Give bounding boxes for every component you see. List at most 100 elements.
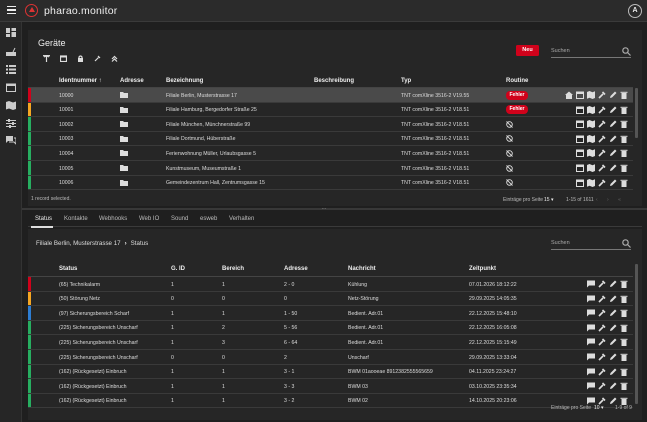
- tab-web-io[interactable]: Web IO: [139, 216, 160, 222]
- drag-handle-icon[interactable]: ···: [321, 206, 327, 212]
- edit-icon[interactable]: [609, 106, 617, 114]
- devices-col-header-2[interactable]: Bezeichnung: [166, 78, 204, 84]
- device-row[interactable]: 10001 Filiale Hamburg, Bergedorfer Straße…: [28, 102, 633, 118]
- wrench-icon[interactable]: [598, 309, 606, 317]
- status-row[interactable]: (162) (Rückgesetzt) Einbruch 1 1 3 - 3 BWM 0…: [28, 379, 633, 394]
- wrench-icon[interactable]: [598, 338, 606, 346]
- edit-icon[interactable]: [609, 149, 617, 157]
- comment-icon[interactable]: [587, 397, 595, 405]
- status-row[interactable]: (162) (Rückgesetzt) Einbruch 1 1 3 - 2 BWM 0…: [28, 393, 633, 409]
- edit-icon[interactable]: [609, 120, 617, 128]
- device-row[interactable]: 10000 Filiale Berlin, Musterstrasse 17 TNT…: [28, 88, 633, 103]
- wrench-icon[interactable]: [598, 295, 606, 303]
- status-col-header-2[interactable]: Bereich: [222, 266, 245, 272]
- delete-icon[interactable]: [620, 295, 628, 303]
- wrench-icon[interactable]: [598, 353, 606, 361]
- user-avatar[interactable]: A: [628, 4, 642, 18]
- delete-icon[interactable]: [620, 149, 628, 158]
- edit-icon[interactable]: [609, 164, 617, 172]
- router-icon[interactable]: [6, 47, 16, 56]
- delete-icon[interactable]: [620, 91, 628, 99]
- map-icon[interactable]: [587, 105, 595, 114]
- map-icon[interactable]: [587, 120, 595, 129]
- lock-icon[interactable]: [72, 52, 89, 64]
- edit-icon[interactable]: [609, 397, 617, 405]
- map-icon[interactable]: [587, 164, 595, 172]
- devices-col-header-4[interactable]: Typ: [401, 78, 412, 84]
- status-row[interactable]: (65) Technikalarm 1 1 2 - 0 Kühlung 07.01.202…: [28, 277, 633, 292]
- calendar-icon[interactable]: [576, 106, 584, 114]
- device-row[interactable]: 10006 Gemeindezentrum Hall, Zentrumsgasse…: [28, 175, 633, 191]
- map-icon[interactable]: [6, 101, 16, 110]
- wrench-icon[interactable]: [598, 382, 606, 390]
- wrench-icon[interactable]: [598, 324, 606, 332]
- status-row[interactable]: (225) Sicherungsbereich Unscharf 0 0 2 Unsch…: [28, 350, 633, 365]
- calendar-icon[interactable]: [576, 164, 584, 172]
- status-row[interactable]: (50) Störung Netz 0 0 0 Netz-Störung 29.09.20…: [28, 291, 633, 307]
- delete-icon[interactable]: [620, 397, 628, 405]
- edit-icon[interactable]: [609, 135, 617, 143]
- calendar-icon[interactable]: [576, 135, 584, 143]
- list-icon[interactable]: [6, 65, 16, 74]
- folder-icon[interactable]: [120, 165, 128, 171]
- calendar-icon[interactable]: [576, 120, 584, 129]
- sliders-icon[interactable]: [6, 119, 16, 128]
- edit-icon[interactable]: [609, 280, 617, 288]
- edit-icon[interactable]: [609, 179, 617, 187]
- status-row[interactable]: (97) Sicherungsbereich Scharf 1 1 1 - 50 Bed…: [28, 306, 633, 321]
- status-col-header-4[interactable]: Nachricht: [348, 266, 376, 272]
- breadcrumb-device[interactable]: Filiale Berlin, Musterstrasse 17: [36, 240, 121, 247]
- wrench-icon[interactable]: [598, 120, 606, 128]
- comment-icon[interactable]: [587, 368, 595, 376]
- status-row[interactable]: (162) (Rückgesetzt) Einbruch 1 1 3 - 1 BWM 0…: [28, 364, 633, 380]
- devices-pagination[interactable]: ‹ › «: [596, 197, 625, 203]
- folder-icon[interactable]: [120, 92, 128, 98]
- dashboard-icon[interactable]: [6, 28, 16, 37]
- edit-icon[interactable]: [609, 353, 617, 361]
- wrench-icon[interactable]: [598, 179, 606, 187]
- wrench-icon[interactable]: [89, 52, 106, 64]
- devices-scrollbar[interactable]: [635, 88, 638, 138]
- status-per-page-select[interactable]: 10 ▾: [594, 405, 604, 411]
- delete-icon[interactable]: [620, 280, 628, 288]
- delete-icon[interactable]: [620, 382, 628, 391]
- status-col-header-1[interactable]: G. ID: [171, 266, 186, 272]
- comment-icon[interactable]: [587, 382, 595, 390]
- comment-icon[interactable]: [587, 295, 595, 303]
- status-search-input[interactable]: Suchen: [551, 238, 631, 250]
- folder-icon[interactable]: [120, 121, 128, 128]
- search-icon[interactable]: [622, 239, 631, 248]
- menu-icon[interactable]: [7, 6, 16, 14]
- delete-icon[interactable]: [620, 135, 628, 143]
- delete-icon[interactable]: [620, 164, 628, 172]
- comment-icon[interactable]: [587, 338, 595, 346]
- delete-icon[interactable]: [620, 120, 628, 129]
- wrench-icon[interactable]: [598, 149, 606, 157]
- tab-verhalten[interactable]: Verhalten: [229, 216, 255, 222]
- edit-icon[interactable]: [609, 324, 617, 332]
- comment-icon[interactable]: [587, 280, 595, 288]
- status-col-header-3[interactable]: Adresse: [284, 266, 308, 272]
- status-row[interactable]: (225) Sicherungsbereich Unscharf 1 2 5 - 56…: [28, 320, 633, 336]
- folder-icon[interactable]: [120, 106, 128, 113]
- device-row[interactable]: 10005 Kunstmuseum, Museumstraße 1 TNT comX…: [28, 161, 633, 176]
- panel-splitter[interactable]: [22, 208, 647, 210]
- chat-icon[interactable]: [6, 136, 16, 145]
- device-row[interactable]: 10003 Filiale Dortmund, Hüberstraße TNT co…: [28, 131, 633, 147]
- calendar-icon[interactable]: [576, 179, 584, 187]
- calendar-icon[interactable]: [6, 83, 16, 92]
- map-icon[interactable]: [587, 178, 595, 187]
- devices-col-header-3[interactable]: Beschreibung: [314, 78, 355, 84]
- wrench-icon[interactable]: [598, 91, 606, 99]
- tower-icon[interactable]: [38, 52, 55, 64]
- edit-icon[interactable]: [609, 338, 617, 346]
- edit-icon[interactable]: [609, 91, 617, 99]
- status-col-header-5[interactable]: Zeitpunkt: [469, 266, 496, 272]
- wrench-icon[interactable]: [598, 106, 606, 114]
- wrench-icon[interactable]: [598, 368, 606, 376]
- devices-col-header-1[interactable]: Adresse: [120, 78, 144, 84]
- comment-icon[interactable]: [587, 353, 595, 361]
- device-row[interactable]: 10002 Filiale München, Münchnerstraße 99 T…: [28, 117, 633, 132]
- delete-icon[interactable]: [620, 309, 628, 318]
- calendar-icon[interactable]: [576, 91, 584, 99]
